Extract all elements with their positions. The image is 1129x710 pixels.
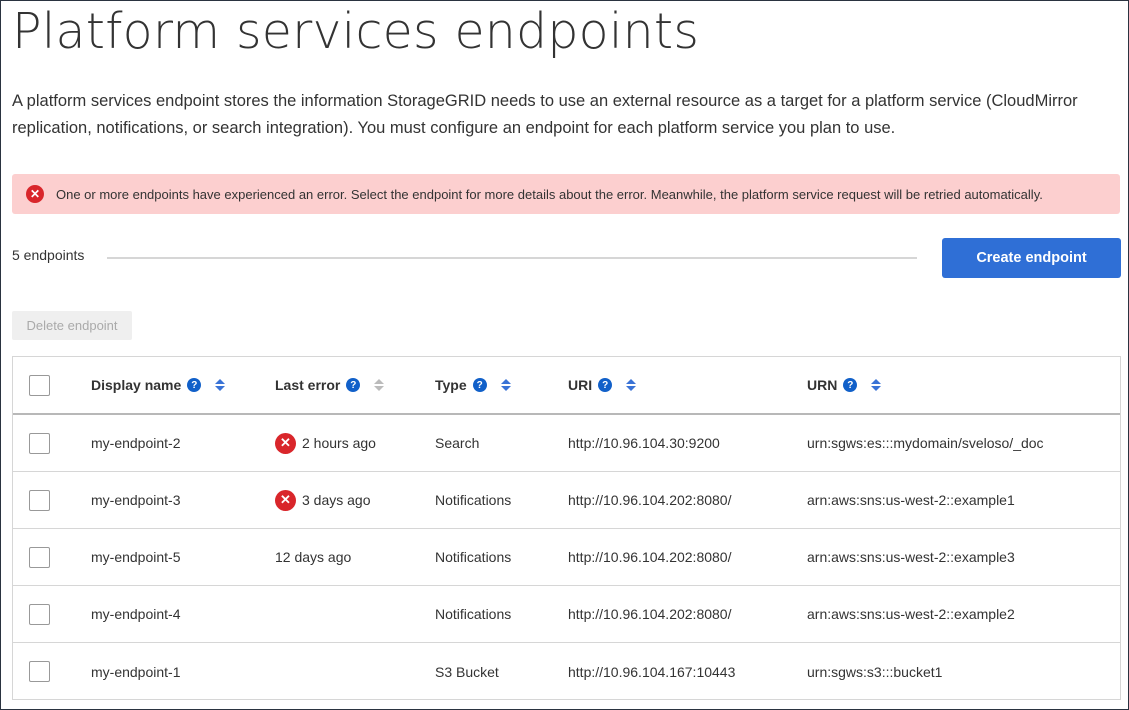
cell-type: Notifications xyxy=(435,529,511,585)
cell-name: my-endpoint-1 xyxy=(91,643,181,700)
error-text: 2 hours ago xyxy=(302,435,376,451)
create-endpoint-button[interactable]: Create endpoint xyxy=(942,238,1121,278)
type-text: S3 Bucket xyxy=(435,663,499,680)
column-label: URI xyxy=(568,377,593,393)
sort-icon[interactable] xyxy=(871,379,882,391)
row-checkbox[interactable] xyxy=(29,432,50,454)
cell-urn: arn:aws:sns:us-west-2::example1 xyxy=(807,472,1015,528)
column-label: URN xyxy=(807,377,838,393)
cell-type: Search xyxy=(435,415,479,471)
cell-urn: urn:sgws:es:::mydomain/sveloso/_doc xyxy=(807,415,1044,471)
help-icon[interactable]: ? xyxy=(598,378,613,392)
error-text: 3 days ago xyxy=(302,492,371,508)
table-row[interactable]: my-endpoint-4 Notifications http://10.96.1… xyxy=(13,586,1120,643)
help-icon[interactable]: ? xyxy=(843,378,858,392)
cell-name: my-endpoint-4 xyxy=(91,586,181,642)
urn-text: arn:aws:sns:us-west-2::example1 xyxy=(807,492,1015,508)
uri-text: http://10.96.104.167:10443 xyxy=(568,663,736,680)
page-title: Platform services endpoints xyxy=(12,3,700,60)
page-description: A platform services endpoint stores the … xyxy=(12,92,1078,137)
type-text: Search xyxy=(435,435,480,451)
cell-uri: http://10.96.104.202:8080/ xyxy=(568,472,731,528)
cell-uri: http://10.96.104.202:8080/ xyxy=(568,529,731,585)
column-label: Type xyxy=(435,377,467,393)
name-text: my-endpoint-1 xyxy=(91,663,181,680)
uri-text: http://10.96.104.202:8080/ xyxy=(568,492,732,508)
uri-text: http://10.96.104.30:9200 xyxy=(568,435,720,451)
alert-text: One or more endpoints have experienced a… xyxy=(56,186,1043,202)
cell-name: my-endpoint-5 xyxy=(91,529,181,585)
cell-error: 12 days ago xyxy=(275,529,351,585)
name-text: my-endpoint-2 xyxy=(91,435,181,451)
divider xyxy=(107,257,917,259)
help-icon[interactable]: ? xyxy=(187,378,202,392)
table-row[interactable]: my-endpoint-2 ✕ 2 hours ago Search http://10… xyxy=(13,415,1120,472)
uri-text: http://10.96.104.202:8080/ xyxy=(568,549,732,565)
error-circle-icon: ✕ xyxy=(275,432,296,454)
error-circle-icon: ✕ xyxy=(275,489,296,511)
urn-text: arn:aws:sns:us-west-2::example2 xyxy=(807,606,1015,622)
table-row[interactable]: my-endpoint-5 12 days ago Notifications htt… xyxy=(13,529,1120,586)
sort-icon[interactable] xyxy=(500,379,511,391)
column-header-uri[interactable]: URI? xyxy=(568,357,637,413)
cell-type: Notifications xyxy=(435,472,511,528)
table-row[interactable]: my-endpoint-3 ✕ 3 days ago Notifications htt… xyxy=(13,472,1120,529)
column-header-urn[interactable]: URN? xyxy=(807,357,882,413)
sort-icon[interactable] xyxy=(626,379,637,391)
delete-endpoint-button[interactable]: Delete endpoint xyxy=(12,311,132,340)
urn-text: urn:sgws:s3:::bucket1 xyxy=(807,663,943,680)
table-header: Display name? Last error? Type? URI? URN? xyxy=(13,357,1120,415)
cell-uri: http://10.96.104.202:8080/ xyxy=(568,586,731,642)
cell-uri: http://10.96.104.167:10443 xyxy=(568,643,735,700)
cell-urn: arn:aws:sns:us-west-2::example3 xyxy=(807,529,1015,585)
cell-urn: arn:aws:sns:us-west-2::example2 xyxy=(807,586,1015,642)
type-text: Notifications xyxy=(435,606,512,622)
endpoints-table: Display name? Last error? Type? URI? URN? my… xyxy=(12,356,1121,700)
name-text: my-endpoint-4 xyxy=(91,606,181,622)
cell-type: Notifications xyxy=(435,586,511,642)
name-text: my-endpoint-3 xyxy=(91,492,181,508)
cell-urn: urn:sgws:s3:::bucket1 xyxy=(807,643,942,700)
sort-icon[interactable] xyxy=(374,379,385,391)
row-checkbox[interactable] xyxy=(29,661,50,682)
endpoint-count: 5 endpoints xyxy=(12,247,85,263)
name-text: my-endpoint-5 xyxy=(91,549,181,565)
type-text: Notifications xyxy=(435,549,512,565)
row-checkbox[interactable] xyxy=(29,603,50,625)
cell-error: ✕ 3 days ago xyxy=(275,472,371,528)
sort-icon[interactable] xyxy=(215,379,226,391)
column-header-error[interactable]: Last error? xyxy=(275,357,385,413)
error-circle-icon: ✕ xyxy=(26,185,44,203)
column-label: Last error xyxy=(275,377,341,393)
help-icon[interactable]: ? xyxy=(346,378,361,392)
column-header-name[interactable]: Display name? xyxy=(91,357,226,413)
column-header-type[interactable]: Type? xyxy=(435,357,511,413)
urn-text: arn:aws:sns:us-west-2::example3 xyxy=(807,549,1015,565)
row-checkbox[interactable] xyxy=(29,546,50,568)
cell-type: S3 Bucket xyxy=(435,643,499,700)
row-checkbox[interactable] xyxy=(29,489,50,511)
urn-text: urn:sgws:es:::mydomain/sveloso/_doc xyxy=(807,435,1044,451)
cell-uri: http://10.96.104.30:9200 xyxy=(568,415,720,471)
cell-name: my-endpoint-3 xyxy=(91,472,181,528)
cell-name: my-endpoint-2 xyxy=(91,415,181,471)
type-text: Notifications xyxy=(435,492,512,508)
help-icon[interactable]: ? xyxy=(472,378,487,392)
table-row[interactable]: my-endpoint-1 S3 Bucket http://10.96.104.1… xyxy=(13,643,1120,700)
select-all-checkbox[interactable] xyxy=(29,374,50,396)
column-label: Display name xyxy=(91,377,182,393)
cell-error: ✕ 2 hours ago xyxy=(275,415,376,471)
error-text: 12 days ago xyxy=(275,549,352,565)
error-alert: ✕ One or more endpoints have experienced… xyxy=(12,174,1120,214)
uri-text: http://10.96.104.202:8080/ xyxy=(568,606,732,622)
